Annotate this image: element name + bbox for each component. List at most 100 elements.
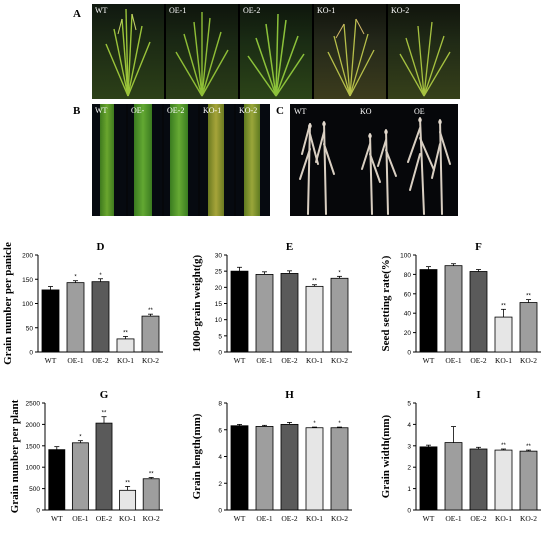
y-tick-label-e: 30 [215, 253, 223, 260]
x-tick-label-f: WT [423, 356, 435, 365]
y-tick-label-i: 0 [407, 508, 411, 515]
x-tick-label-i: KO-1 [495, 514, 512, 523]
chart-title-i: I [476, 389, 480, 401]
bar-h-wt [230, 425, 249, 511]
significance-mark-d: ** [123, 330, 128, 336]
y-tick-label-i: 3 [407, 443, 411, 450]
significance-mark-d: ** [148, 308, 153, 314]
bar-e-ko-1 [305, 285, 324, 353]
panel-letter-b: B [73, 105, 81, 117]
y-tick-label-g: 2500 [26, 401, 41, 408]
y-axis-label-f: Seed setting rate(%) [380, 255, 392, 351]
x-tick-label-e: WT [234, 356, 246, 365]
plant-photo-oe2: OE-2 [240, 4, 312, 99]
bar-g-oe-2 [95, 422, 113, 511]
y-tick-label-g: 500 [29, 486, 40, 493]
bar-h-ko-2 [330, 427, 349, 511]
y-tick-label-f: 100 [400, 253, 411, 260]
significance-mark-g: ** [149, 471, 154, 477]
y-tick-label-d: 100 [22, 301, 33, 308]
leaf-label-ko2: KO-2 [239, 106, 258, 115]
leaf-label-ko1: KO-1 [203, 106, 222, 115]
panel-letter-c: C [276, 105, 284, 117]
bar-f-wt [419, 269, 438, 353]
bar-i-oe-1 [444, 442, 463, 511]
x-tick-label-g: WT [51, 514, 63, 523]
x-tick-label-i: OE-2 [470, 514, 486, 523]
leaf-label-wt: WT [95, 106, 108, 115]
plant-illustration [327, 18, 375, 97]
y-axis-label-h: Grain length(mm) [191, 413, 203, 499]
x-tick-label-g: OE-2 [96, 514, 112, 523]
y-axis-label-e: 1000-grain weight(g) [191, 254, 203, 352]
y-tick-label-i: 5 [407, 401, 411, 408]
panicle-label-oe: OE [414, 107, 425, 116]
bar-f-ko-1 [494, 316, 513, 353]
bar-d-ko-2 [141, 315, 160, 353]
plant-label-wt: WT [95, 6, 108, 15]
significance-mark-f: ** [526, 294, 531, 300]
x-tick-label-h: OE-1 [256, 514, 272, 523]
bar-g-ko-1 [119, 489, 137, 511]
panicle-illustration [299, 117, 451, 215]
significance-mark-f: ** [501, 303, 506, 309]
bar-h-ko-1 [305, 427, 324, 511]
chart-title-e: E [286, 241, 293, 253]
bar-g-ko-2 [142, 478, 160, 511]
chart-title-d: D [97, 241, 105, 253]
x-tick-label-i: KO-2 [520, 514, 537, 523]
leaf-photo-oe2: OE-2 [164, 104, 198, 216]
plant-photo-ko1: KO-1 [314, 4, 386, 99]
y-tick-label-e: 0 [218, 350, 222, 357]
plant-label-ko1: KO-1 [317, 6, 336, 15]
y-tick-label-h: 6 [218, 427, 222, 434]
leaf-label-oe2: OE-2 [167, 106, 185, 115]
y-tick-label-f: 40 [404, 311, 412, 318]
panel-b-leaf-photos: WT OE- OE-2 KO-1 KO-2 [92, 104, 270, 216]
y-tick-label-f: 0 [407, 350, 411, 357]
plant-label-ko2: KO-2 [391, 6, 410, 15]
x-tick-label-f: KO-1 [495, 356, 512, 365]
x-tick-label-d: OE-1 [67, 356, 83, 365]
panel-a-plant-photos: WT OE-1 OE-2 KO-1 KO- [92, 4, 460, 99]
significance-mark-h: * [313, 421, 316, 427]
x-tick-label-e: OE-2 [281, 356, 297, 365]
significance-mark-h: * [338, 421, 341, 427]
panel-c-panicle-photo: WT KO OE [290, 104, 458, 216]
bar-i-wt [419, 446, 438, 511]
x-tick-label-e: OE-1 [256, 356, 272, 365]
plant-illustration [399, 21, 451, 97]
plant-photo-ko2: KO-2 [388, 4, 460, 99]
y-tick-label-i: 2 [407, 465, 411, 472]
plant-illustration [247, 13, 305, 97]
chart-title-g: G [100, 389, 109, 401]
chart-title-h: H [285, 389, 294, 401]
leaf-photo-oe1: OE- [128, 104, 162, 216]
y-tick-label-d: 200 [22, 253, 33, 260]
x-tick-label-d: KO-2 [142, 356, 159, 365]
y-tick-label-e: 15 [215, 301, 223, 308]
leaf-photo-ko1: KO-1 [200, 104, 234, 216]
bar-g-oe-1 [71, 442, 89, 511]
bar-f-oe-1 [444, 265, 463, 353]
bar-i-ko-2 [519, 450, 538, 511]
plant-illustration [105, 8, 151, 97]
leaf-photo-wt: WT [92, 104, 126, 216]
bar-e-ko-2 [330, 277, 349, 353]
x-tick-label-g: OE-1 [72, 514, 88, 523]
x-tick-label-e: KO-2 [331, 356, 348, 365]
y-tick-label-h: 4 [218, 454, 222, 461]
bar-f-ko-2 [519, 302, 538, 353]
y-tick-label-e: 10 [215, 317, 223, 324]
significance-mark-e: ** [312, 279, 317, 285]
x-tick-label-h: OE-2 [281, 514, 297, 523]
significance-mark-d: * [99, 273, 102, 279]
bar-h-oe-1 [255, 426, 274, 511]
y-axis-label-d: Grain number per panicle [2, 242, 14, 365]
plant-photo-wt: WT [92, 4, 164, 99]
x-tick-label-i: WT [423, 514, 435, 523]
bar-g-wt [48, 449, 66, 511]
plant-label-oe1: OE-1 [169, 6, 187, 15]
leaf-photo-ko2: KO-2 [236, 104, 270, 216]
